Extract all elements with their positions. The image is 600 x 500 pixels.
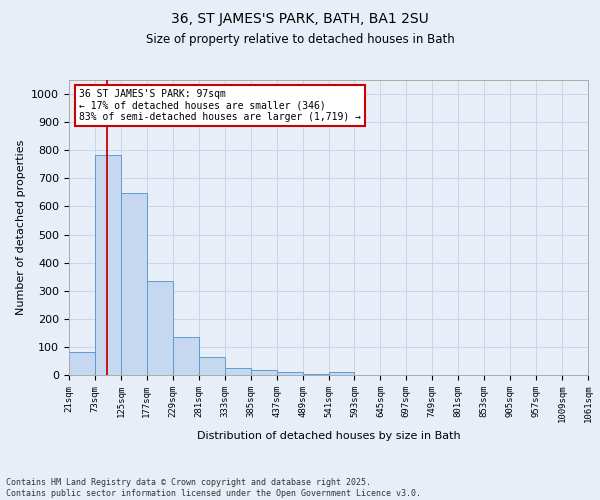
Text: 36 ST JAMES'S PARK: 97sqm
← 17% of detached houses are smaller (346)
83% of semi: 36 ST JAMES'S PARK: 97sqm ← 17% of detac… [79,89,361,122]
Text: Contains HM Land Registry data © Crown copyright and database right 2025.
Contai: Contains HM Land Registry data © Crown c… [6,478,421,498]
Text: 36, ST JAMES'S PARK, BATH, BA1 2SU: 36, ST JAMES'S PARK, BATH, BA1 2SU [171,12,429,26]
Y-axis label: Number of detached properties: Number of detached properties [16,140,26,315]
Bar [121,193,147,375]
Bar [277,372,302,375]
Bar [69,352,95,375]
Bar [225,368,251,375]
X-axis label: Distribution of detached houses by size in Bath: Distribution of detached houses by size … [197,430,460,440]
Bar [199,358,224,375]
Text: Size of property relative to detached houses in Bath: Size of property relative to detached ho… [146,32,454,46]
Bar [329,372,355,375]
Bar [302,374,329,375]
Bar [95,155,121,375]
Bar [251,370,277,375]
Bar [173,337,199,375]
Bar [147,282,173,375]
